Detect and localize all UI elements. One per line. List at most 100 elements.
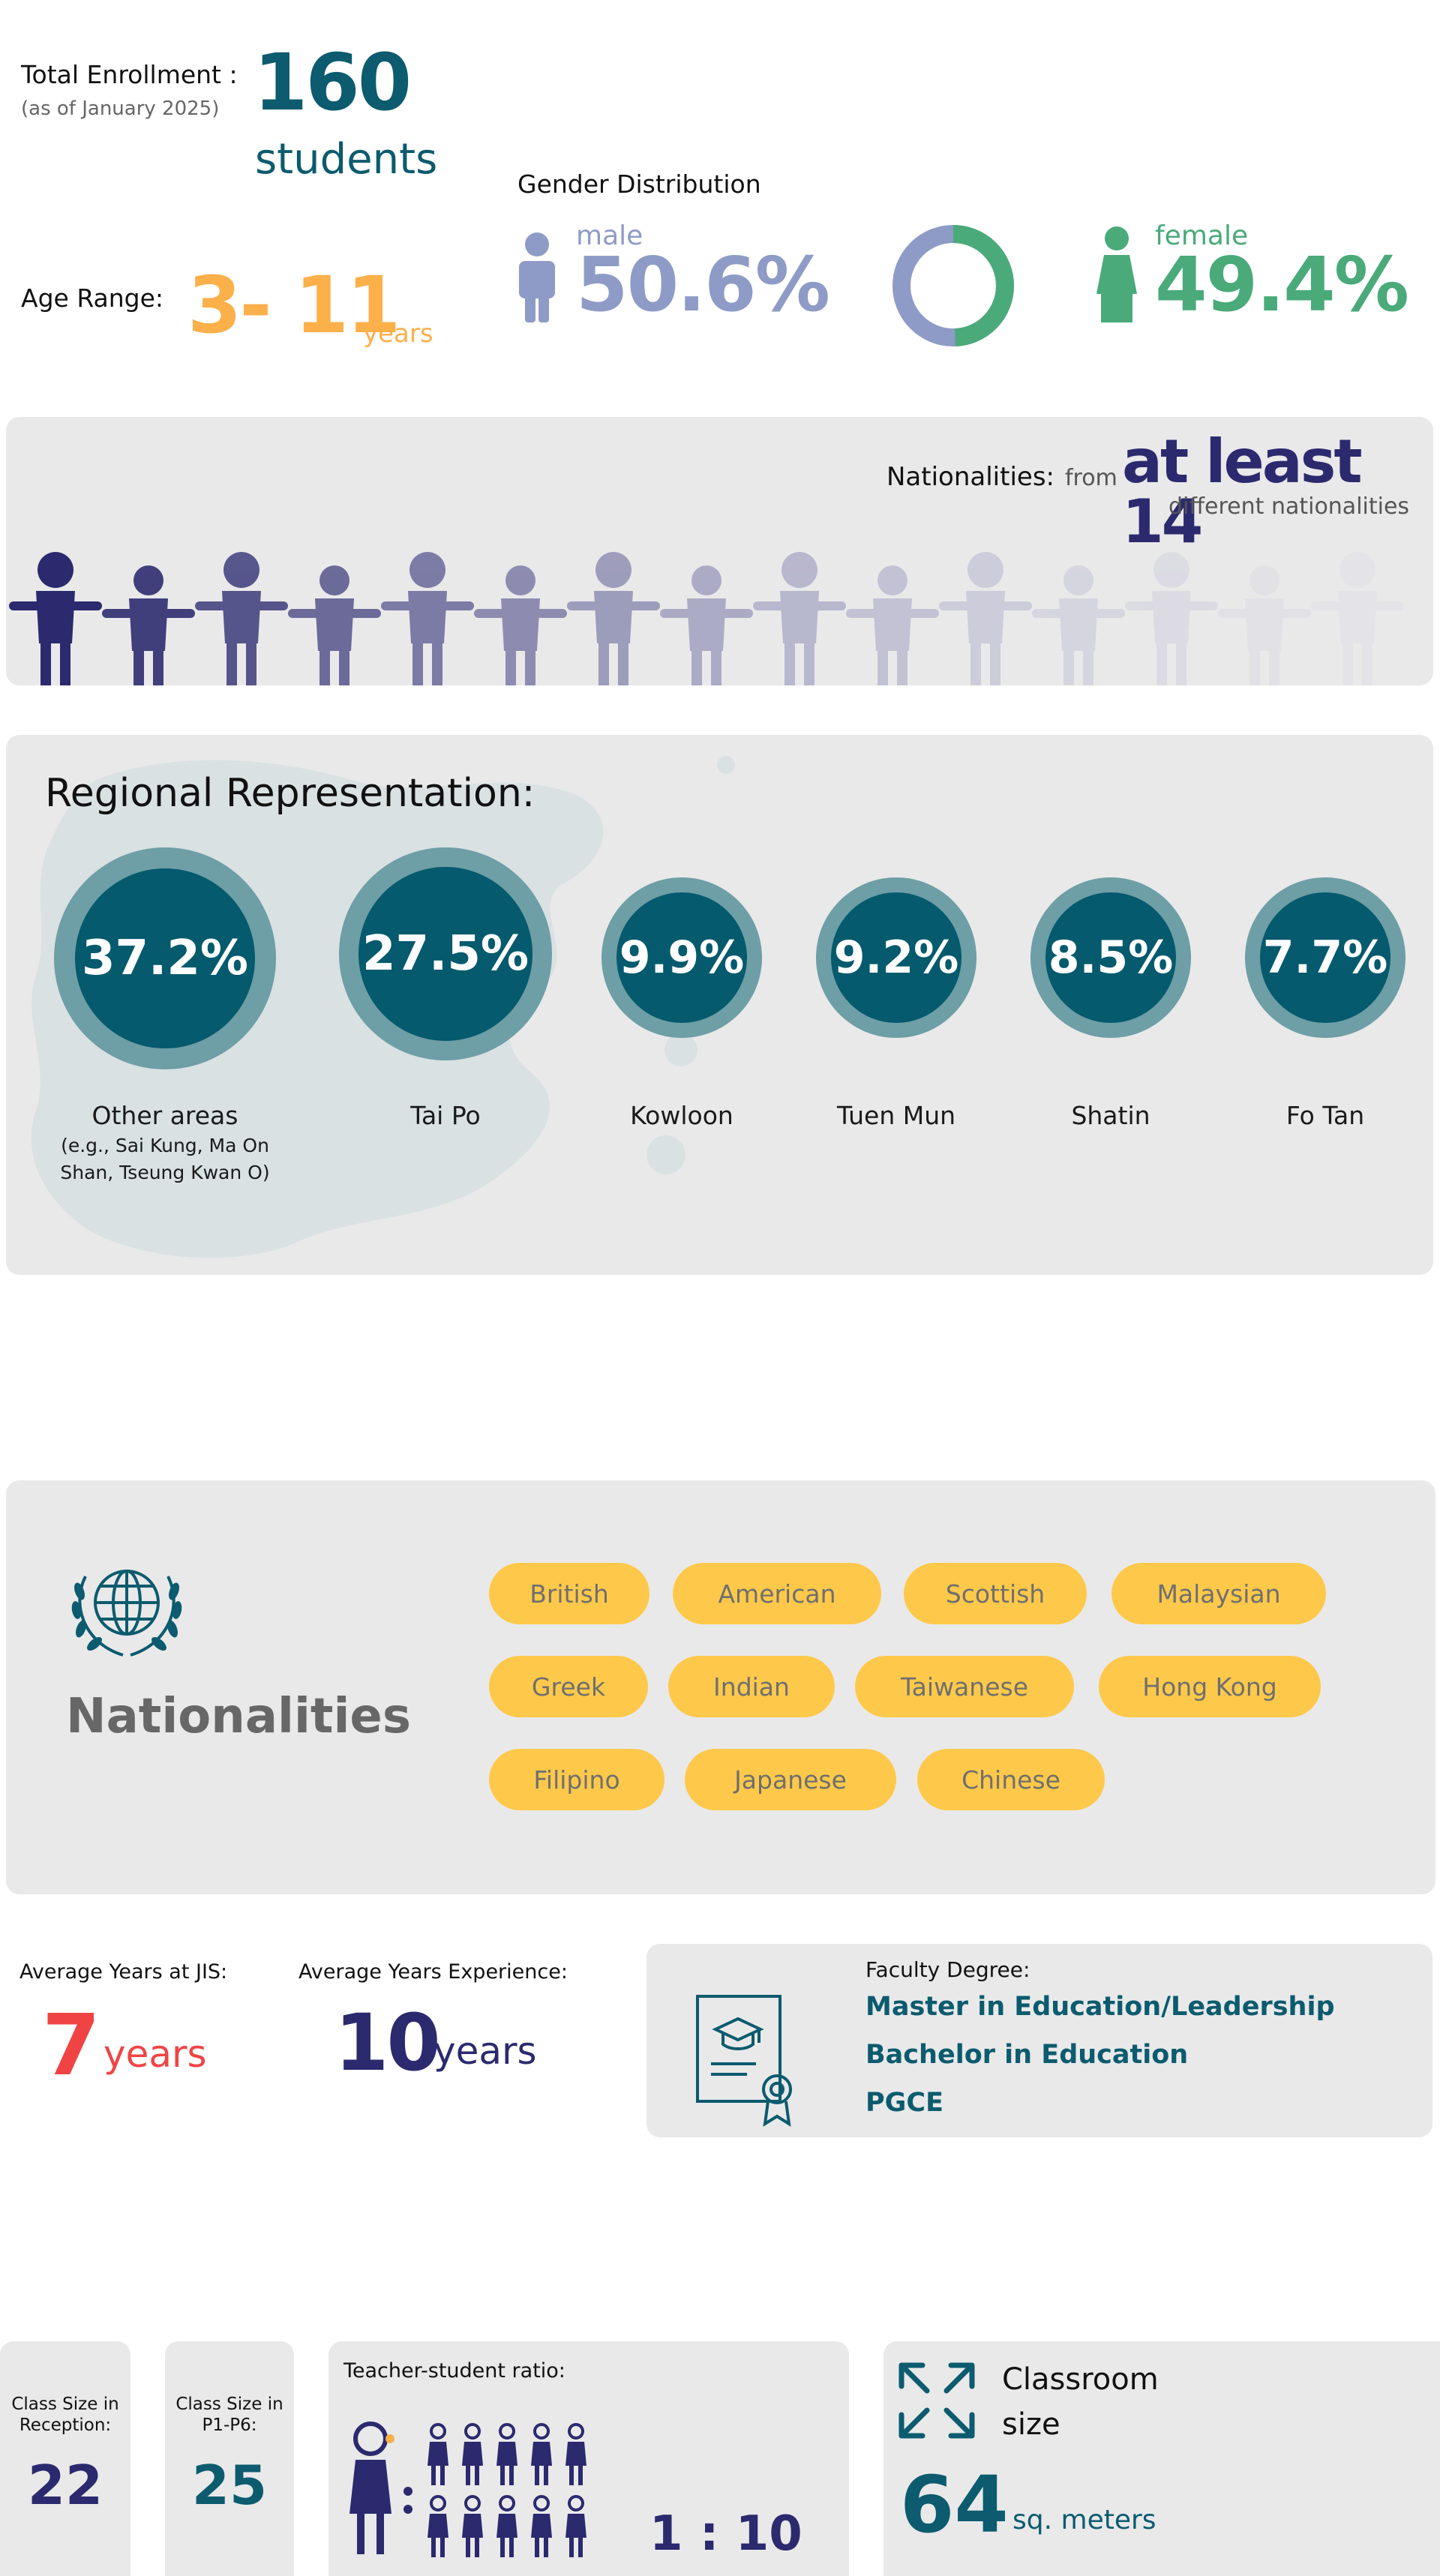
avg-years-exp-unit: years — [434, 2029, 537, 2073]
nationality-chip: Scottish — [904, 1563, 1087, 1624]
gender-donut-chart — [892, 225, 1014, 346]
teacher-students-icon — [350, 2422, 586, 2557]
person-figure — [567, 552, 660, 685]
nationalities-title: Nationalities — [66, 1689, 411, 1744]
faculty-degree-label: Faculty Degree: — [866, 1957, 1030, 1982]
avg-years-exp-value: 10 — [334, 1997, 441, 2089]
student-figure — [462, 2495, 483, 2557]
male-label: male — [576, 220, 644, 251]
classroom-size-card: Classroom size 64 sq. meters — [884, 2341, 1440, 2576]
avg-years-exp-label: Average Years Experience: — [298, 1960, 568, 1984]
region-name: Kowloon — [630, 1101, 734, 1130]
class-size-reception-card: Class Size in Reception: 22 — [0, 2341, 130, 2576]
class-size-p1p6-card: Class Size in P1-P6: 25 — [165, 2341, 294, 2576]
class-size-reception-label: Class Size in Reception: — [11, 2395, 119, 2435]
certificate-icon — [696, 1995, 792, 2127]
regional-title: Regional Representation: — [45, 771, 536, 816]
person-figure — [102, 565, 195, 685]
nationalities-banner-label: Nationalities: — [886, 462, 1054, 492]
classroom-size-label-2: size — [1002, 2407, 1060, 2442]
student-figure — [496, 2423, 518, 2485]
region-percentage: 37.2% — [75, 868, 255, 1048]
region-note: (e.g., Sai Kung, Ma On Shan, Tseung Kwan… — [60, 1135, 270, 1183]
female-person-icon — [1096, 226, 1137, 322]
person-figure — [846, 565, 939, 685]
person-figure — [474, 565, 567, 685]
classroom-size-unit: sq. meters — [1012, 2505, 1156, 2536]
student-figure — [531, 2495, 552, 2557]
classroom-size-value: 64 — [900, 2459, 1009, 2551]
person-figure — [753, 552, 846, 685]
region-name: Tuen Mun — [836, 1101, 956, 1130]
nationality-chip: Greek — [489, 1656, 648, 1717]
region-name: Other areas — [92, 1101, 238, 1130]
regional-panel: Regional Representation: 37.2% Other are… — [6, 735, 1433, 1275]
nationalities-banner-count: at least 14 — [1122, 427, 1363, 556]
nationality-chip: Chinese — [917, 1749, 1105, 1810]
male-person-icon — [519, 232, 555, 322]
region-name: Shatin — [1071, 1101, 1150, 1130]
nationality-chip: Hong Kong — [1099, 1656, 1321, 1717]
region-percentage: 8.5% — [1046, 892, 1176, 1023]
nationality-chip: Taiwanese — [855, 1656, 1074, 1717]
nationalities-banner: Nationalities: from at least 14 differen… — [6, 417, 1433, 685]
person-figure — [1125, 552, 1218, 685]
faculty-degree-item: Master in Education/Leadership — [866, 1992, 1335, 2022]
nationalities-banner-from: from — [1065, 465, 1118, 491]
student-figure — [566, 2423, 586, 2485]
male-percentage: 50.6% — [576, 241, 830, 328]
nationality-chip: Indian — [668, 1656, 835, 1717]
globe-laurel-icon — [71, 1570, 182, 1657]
female-percentage: 49.4% — [1155, 241, 1409, 328]
enrollment-label: Total Enrollment : — [21, 60, 238, 89]
age-range-value: 3- 11 — [188, 259, 400, 351]
nationality-chip: Malaysian — [1112, 1563, 1326, 1624]
student-figure — [531, 2423, 552, 2485]
person-figure — [195, 552, 288, 685]
enrollment-count: 160 — [254, 37, 412, 128]
nationality-chip: Japanese — [685, 1749, 896, 1810]
region-percentage: 9.9% — [616, 892, 747, 1023]
nationality-chip: British — [489, 1563, 650, 1624]
region-name: Fo Tan — [1286, 1101, 1365, 1130]
student-figure — [496, 2495, 518, 2557]
student-figure — [428, 2495, 448, 2557]
female-arc — [892, 225, 1014, 346]
teacher-student-ratio-value: 1 : 10 — [650, 2506, 802, 2562]
student-figure — [566, 2495, 586, 2557]
student-figure — [462, 2423, 483, 2485]
region-name: Tai Po — [410, 1101, 481, 1130]
avg-years-jis-label: Average Years at JIS: — [20, 1960, 228, 1984]
avg-years-jis-value: 7 — [42, 1997, 100, 2095]
person-figure — [1311, 552, 1404, 685]
expand-arrows-icon — [898, 2362, 975, 2439]
person-figure — [660, 565, 753, 685]
people-chain-illustration — [9, 552, 1404, 685]
age-range-label: Age Range: — [21, 283, 164, 313]
female-label: female — [1155, 220, 1249, 251]
nationalities-panel: Nationalities British American Scottish … — [6, 1480, 1436, 1894]
age-range-unit: years — [363, 319, 434, 349]
person-figure — [381, 552, 474, 685]
faculty-degree-item: Bachelor in Education — [866, 2040, 1189, 2070]
student-figure — [428, 2423, 448, 2485]
nationalities-banner-sub: different nationalities — [1168, 493, 1410, 520]
gender-title: Gender Distribution — [518, 169, 761, 199]
region-percentage: 7.7% — [1260, 892, 1390, 1023]
classroom-size-label-1: Classroom — [1002, 2362, 1159, 2397]
person-figure — [1218, 565, 1311, 685]
person-figure — [288, 565, 381, 685]
class-size-p1p6-label: Class Size in P1-P6: — [176, 2395, 284, 2435]
person-figure — [939, 552, 1032, 685]
faculty-degree-panel: Faculty Degree: Master in Education/Lead… — [646, 1944, 1432, 2137]
enrollment-unit: students — [255, 135, 438, 184]
region-percentage: 27.5% — [358, 867, 532, 1041]
person-figure — [9, 552, 102, 685]
person-figure — [1032, 565, 1125, 685]
teacher-student-ratio-card: Teacher-student ratio: 1 : 10 — [328, 2341, 849, 2576]
teacher-student-ratio-label: Teacher-student ratio: — [344, 2359, 566, 2383]
enrollment-as-of: (as of January 2025) — [21, 97, 220, 120]
faculty-degree-item: PGCE — [866, 2088, 944, 2118]
nationality-chip: Filipino — [489, 1749, 664, 1810]
class-size-p1p6-value: 25 — [191, 2454, 268, 2517]
